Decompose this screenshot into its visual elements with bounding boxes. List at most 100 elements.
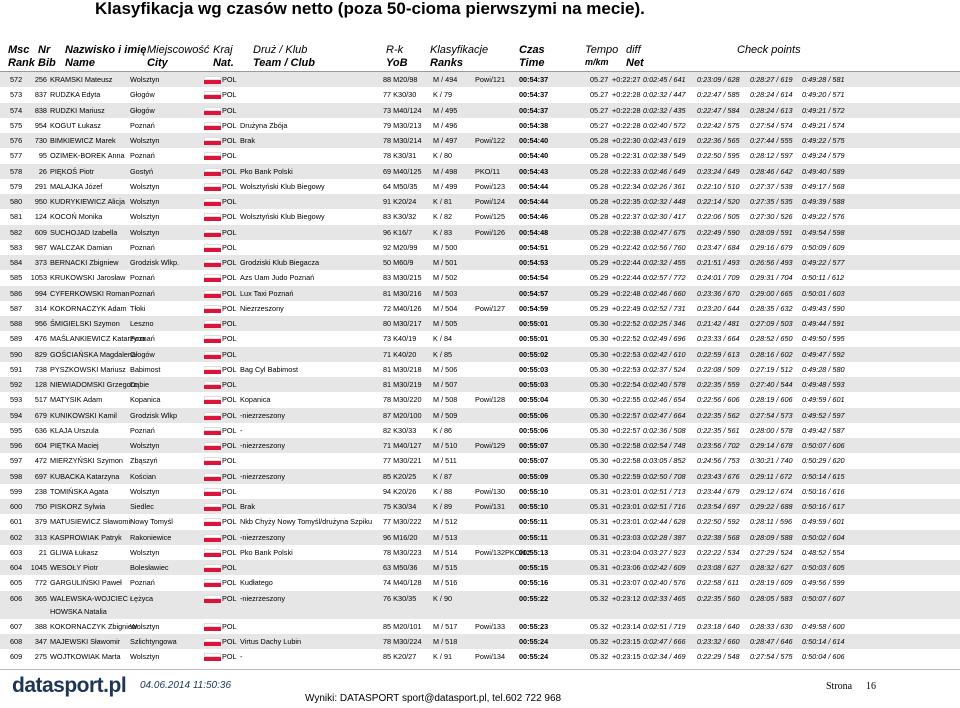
cell: 0:02:30 / 417 [643,212,686,222]
cell: 00:54:53 [519,258,549,267]
cell: 0:24:01 / 709 [697,273,740,283]
cell: 588 [10,319,23,328]
cell: 388 [34,621,47,631]
flag [204,198,221,206]
cell: POL [222,242,237,252]
cell: 573 [10,90,23,100]
cell: PIĘKOŚ Piotr [50,166,95,176]
cell: 69 M40/125 [383,166,422,176]
cell: 0:49:28 / 581 [802,75,845,84]
table-row: 597 472 MIERZYŃSKI Szymon Zbąszyń POL 77 M30/… [0,453,960,469]
cell: 0:29:12 / 674 [750,486,793,496]
cell: KUDRYKIEWICZ Alicja [50,197,125,206]
cell: 1053 [30,273,47,283]
cell: 0:28:32 / 627 [750,563,793,572]
cell: POL [222,349,237,359]
table-row: 608 347 MAJEWSKI Sławomir Szlichtyngowa POL V… [0,633,960,649]
cell: POL [222,578,237,588]
cell: Łężyca [130,593,154,603]
cell: +0:22:44 [612,273,641,283]
cell: 0:50:02 / 604 [802,532,845,542]
cell: 0:28:16 / 602 [750,349,793,359]
flag [204,381,221,389]
cell: PYSZKOWSKI Mariusz [50,364,126,374]
cell: K / 86 [433,425,453,435]
cell: 0:28:19 / 609 [750,578,793,588]
column-header: Time [519,57,545,69]
cell: MATUSIEWICZ Sławomir [50,517,133,527]
cell: 0:22:58 / 611 [697,578,740,588]
cell: M / 517 [433,621,458,631]
cell: 00:55:04 [519,395,549,405]
table-row: 585 1053 KRUKOWSKI Jarosław Poznań POL Azs Ua… [0,270,960,286]
cell: 313 [34,532,47,542]
footer-rule [0,669,960,670]
cell: 0:02:46 / 660 [643,288,686,298]
cell: 82 K30/33 [383,425,417,435]
cell: Drużyna Zbója [240,120,288,130]
cell: 577 [10,151,23,161]
cell: 00:55:03 [519,364,549,374]
cell: 0:02:37 / 524 [643,364,686,374]
flag [204,350,221,359]
cell: K / 87 [433,471,453,481]
cell: 608 [10,636,23,646]
cell: 00:54:43 [519,166,549,176]
cell: 71 M40/127 [383,441,422,450]
cell: WESOŁY Piotr [50,563,99,572]
cell: 517 [34,395,47,405]
column-header: Name [65,57,95,69]
cell: 05.31 [590,563,609,572]
cell: POL [222,90,237,100]
cell: 0:29:16 / 679 [750,242,793,252]
cell: 05.30 [590,395,609,405]
cell: POL [222,502,237,511]
cell: 609 [34,227,47,237]
cell: 0:49:42 / 587 [802,425,845,435]
cell: 0:49:24 / 579 [802,151,845,161]
cell: 05.29 [590,288,609,298]
cell: 601 [10,517,23,527]
flag [204,106,221,115]
cell: Szlichtyngowa [130,636,177,646]
cell: +0:23:14 [612,621,641,631]
cell: 0:22:35 / 561 [697,425,740,435]
cell: Powi/128 [475,395,506,405]
cell: POL [222,258,237,267]
cell: GLIWA Łukasz [50,547,98,557]
cell: 593 [10,395,23,405]
cell: POL [222,486,237,496]
cell: -niezrzeszony [240,410,286,420]
cell: K / 84 [433,334,453,344]
flag [204,76,221,84]
cell: 0:02:26 / 361 [643,181,686,191]
column-header: Kraj [213,44,233,56]
column-header: Nat. [213,57,234,69]
cell: NIEWIADOMSKI Grzegorz [50,380,137,389]
cell: Wolsztyn [130,621,160,631]
cell: M / 513 [433,532,458,542]
cell: Powi/123 [475,181,506,191]
cell: 750 [34,502,47,511]
cell: POL [222,425,237,435]
cell: 0:02:46 / 649 [643,166,686,176]
cell: 05.27 [590,90,609,100]
cell: 00:55:01 [519,319,549,328]
cell: POL [222,547,237,557]
cell: Wolsztyn [130,547,160,557]
cell: Głogów [130,349,155,359]
cell: 275 [34,652,47,661]
cell: 05.31 [590,547,609,557]
flag [204,442,221,450]
cell: 0:23:54 / 697 [697,502,740,511]
cell: 472 [34,456,47,466]
cell: POL [222,636,237,646]
flag [204,411,221,420]
cell: 0:02:32 / 447 [643,90,686,100]
cell: M / 497 [433,136,458,145]
cell: 0:49:21 / 572 [802,105,845,115]
cell: 347 [34,636,47,646]
cell: MATYSIK Adam [50,395,103,405]
cell: POL [222,395,237,405]
